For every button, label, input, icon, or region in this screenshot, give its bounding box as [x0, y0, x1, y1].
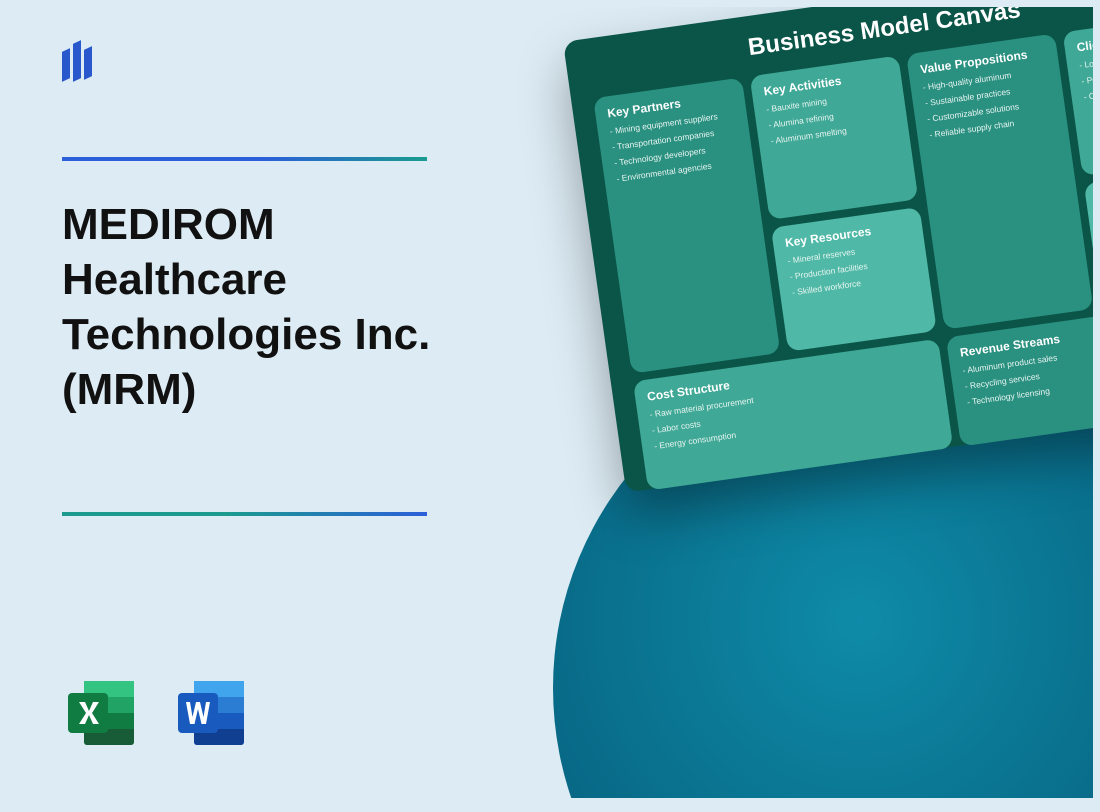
page-title: MEDIROM Healthcare Technologies Inc. (MR… [62, 197, 462, 417]
bottom-divider [62, 512, 427, 516]
business-model-canvas: Business Model Canvas Key Partners - Min… [563, 7, 1093, 493]
excel-icon [62, 673, 142, 753]
cell-key-resources: Key Resources - Mineral reserves - Produ… [771, 207, 937, 352]
word-icon [172, 673, 252, 753]
top-divider [62, 157, 427, 161]
cell-heading: Client Relationships [1076, 23, 1093, 54]
cell-key-activities: Key Activities - Bauxite mining - Alumin… [750, 55, 919, 219]
cell-key-partners: Key Partners - Mining equipment supplier… [593, 77, 780, 373]
page-container: MEDIROM Healthcare Technologies Inc. (MR… [7, 7, 1093, 798]
canvas-grid: Key Partners - Mining equipment supplier… [593, 15, 1093, 490]
cell-value-propositions: Value Propositions - High-quality alumin… [906, 33, 1093, 329]
file-icons-row [62, 673, 252, 753]
